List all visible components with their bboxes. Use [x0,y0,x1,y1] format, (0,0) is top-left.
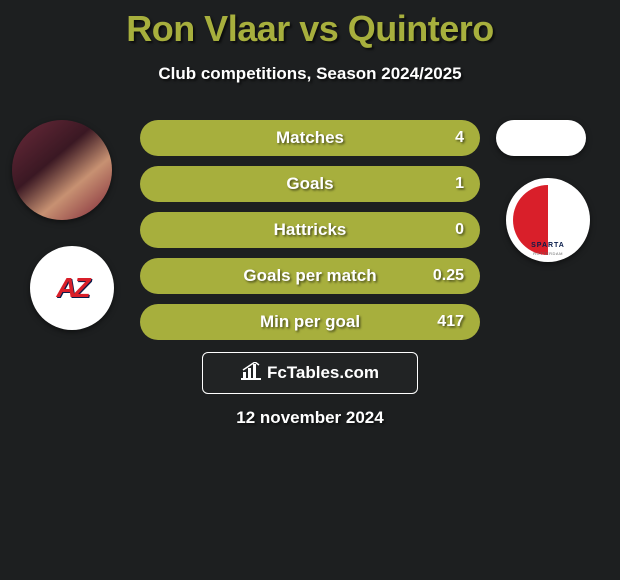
branding-box[interactable]: FcTables.com [202,352,418,394]
date-text: 12 november 2024 [236,408,383,428]
chart-icon [241,362,261,385]
stat-row-goals: Goals 1 [140,166,480,202]
stat-label: Matches [276,128,344,148]
stat-row-matches: Matches 4 [140,120,480,156]
stat-row-mpg: Min per goal 417 [140,304,480,340]
club-right-logo: SPARTA ROTTERDAM [506,178,590,262]
sparta-name: SPARTA [531,242,565,249]
stat-row-gpm: Goals per match 0.25 [140,258,480,294]
sparta-logo: SPARTA ROTTERDAM [513,185,583,255]
sparta-city: ROTTERDAM [533,251,563,256]
stat-label: Hattricks [274,220,347,240]
az-logo-text: AZ [56,272,87,304]
stat-value: 4 [455,129,464,147]
stat-label: Goals per match [243,266,376,286]
stat-value: 0 [455,221,464,239]
branding-text: FcTables.com [267,363,379,383]
stat-label: Min per goal [260,312,360,332]
page-title: Ron Vlaar vs Quintero [0,0,620,50]
stat-value: 417 [437,313,464,331]
page-subtitle: Club competitions, Season 2024/2025 [0,64,620,84]
stat-label: Goals [286,174,333,194]
player-right-avatar [496,120,586,156]
stat-value: 1 [455,175,464,193]
stat-row-hattricks: Hattricks 0 [140,212,480,248]
player-left-avatar [12,120,112,220]
stats-bars: Matches 4 Goals 1 Hattricks 0 Goals per … [140,120,480,350]
stat-value: 0.25 [433,267,464,285]
club-left-logo: AZ [30,246,114,330]
